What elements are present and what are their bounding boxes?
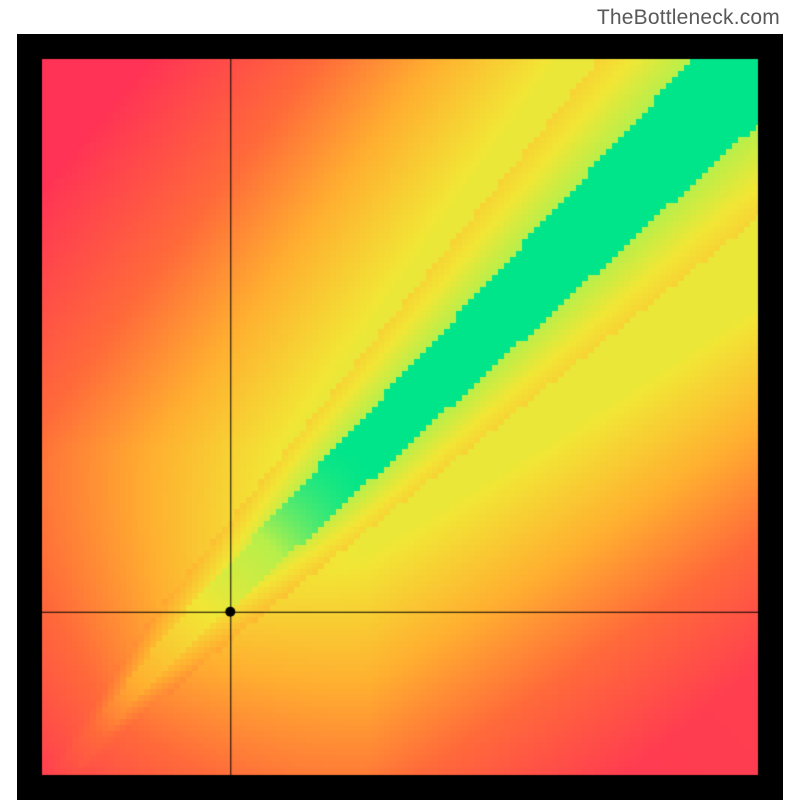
heatmap-frame [17, 34, 783, 800]
heatmap-canvas [17, 34, 783, 800]
watermark-text: TheBottleneck.com [597, 6, 780, 30]
